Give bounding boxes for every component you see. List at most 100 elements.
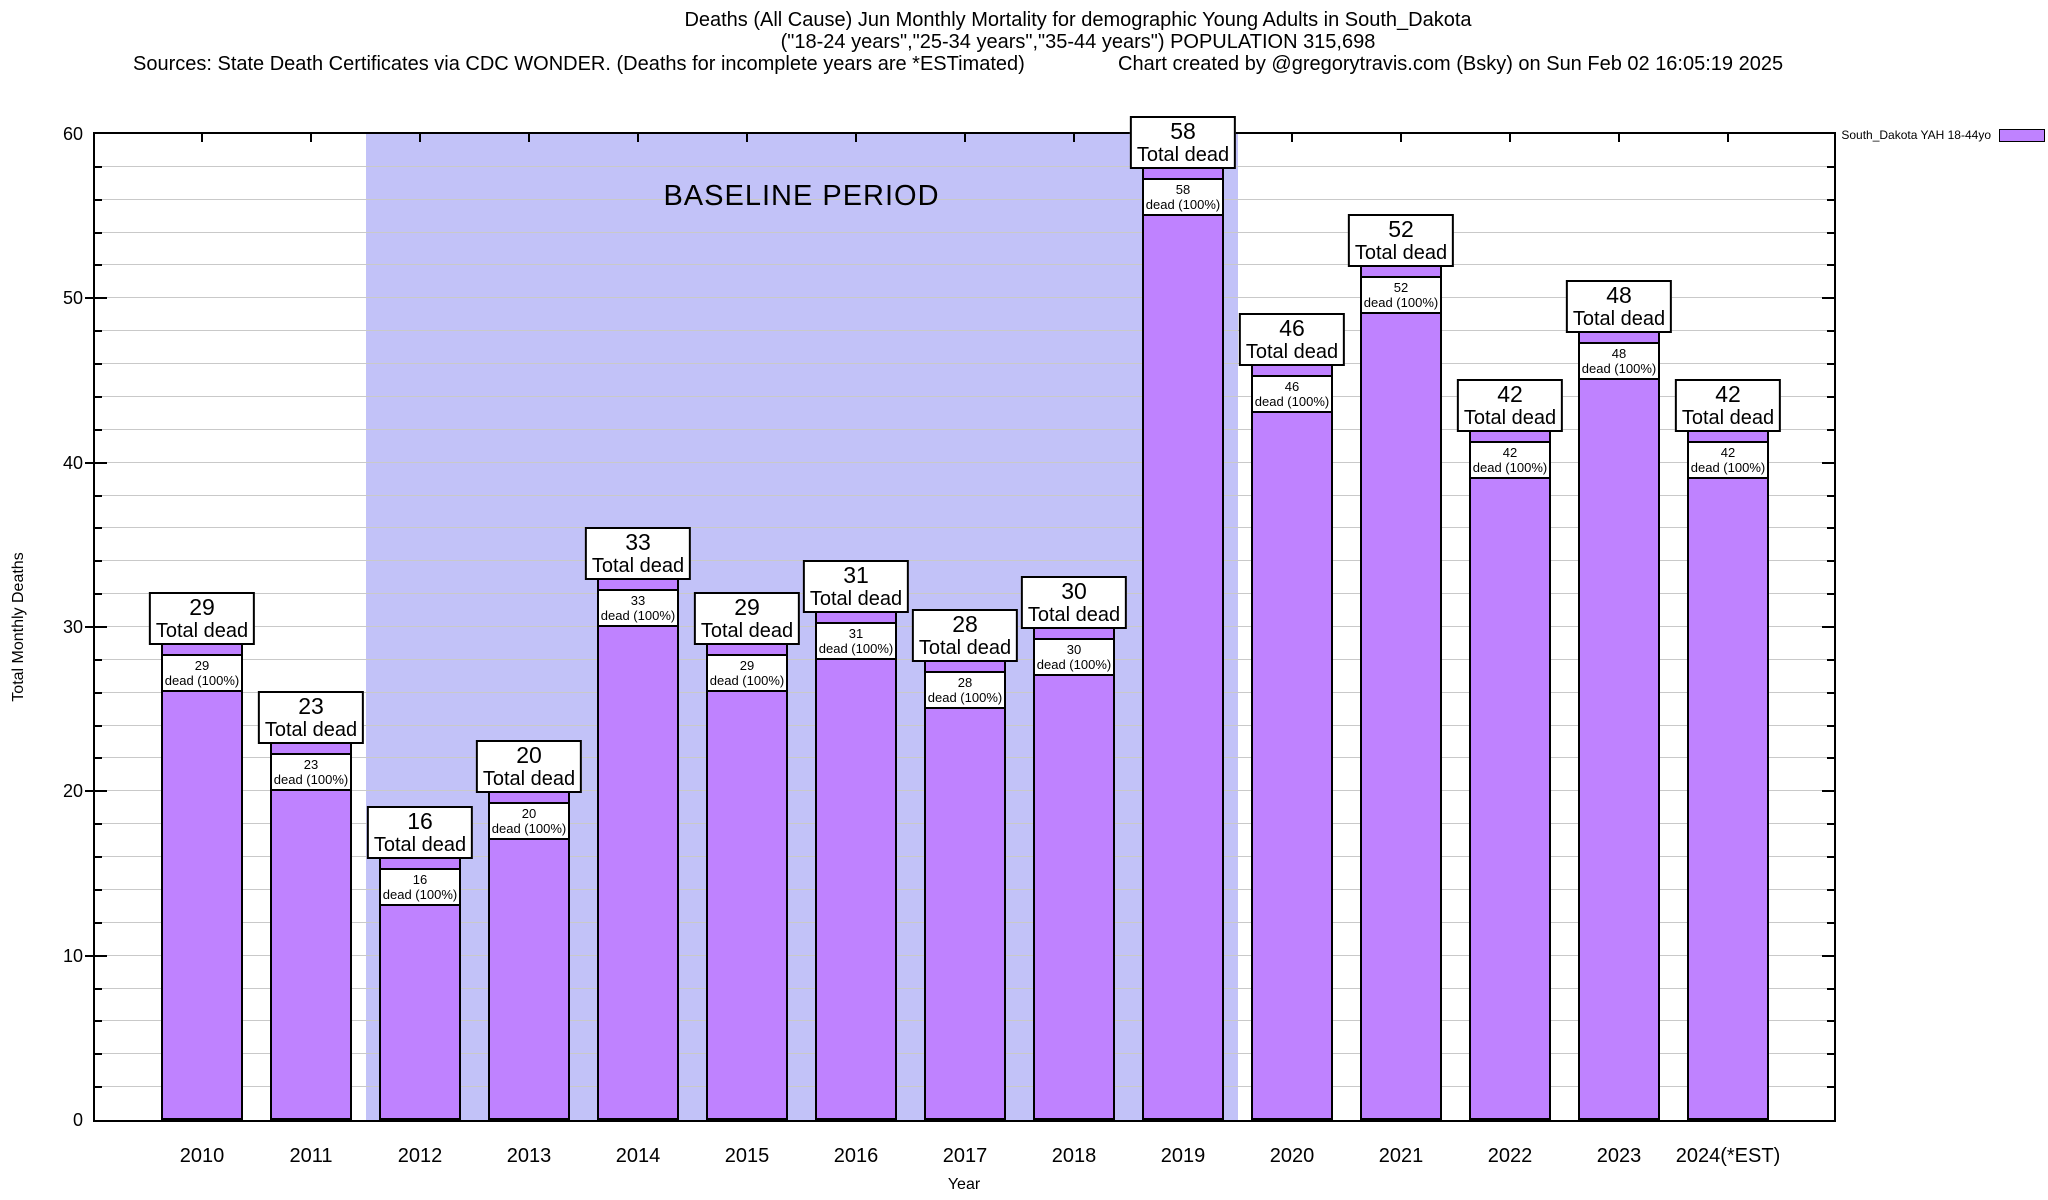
y-axis-tick	[95, 198, 102, 201]
y-axis-tick-label: 10	[62, 945, 83, 966]
y-axis-tick	[1822, 626, 1834, 628]
bar-total-text: Total dead	[1245, 341, 1339, 364]
legend: South_Dakota YAH 18-44yo	[1841, 128, 2045, 142]
bar-inner-label: 46 dead (100%)	[1251, 375, 1333, 414]
y-axis-tick	[1822, 461, 1834, 464]
bar-total-value: 58	[1170, 117, 1196, 144]
gridline	[95, 165, 1834, 167]
bar-total-label: 42 Total dead	[1456, 378, 1564, 432]
y-axis-tick	[95, 823, 102, 826]
bar-inner-label: 29 dead (100%)	[706, 654, 788, 693]
bar-total-text: Total dead	[155, 620, 249, 643]
y-axis-tick	[95, 330, 102, 333]
bar-total-text: Total dead	[918, 636, 1012, 659]
x-axis-tick-label: 2024(*EST)	[1675, 1145, 1781, 1167]
bar-2013: 20 Total dead 20 dead (100%)	[475, 740, 583, 1120]
bar-inner-text: dead (100%)	[1581, 361, 1657, 377]
bar-inner-text: dead (100%)	[1036, 657, 1112, 672]
x-axis-tick-label: 2019	[1160, 1145, 1206, 1167]
bar-total-label: 29 Total dead	[148, 592, 256, 646]
gridline	[95, 560, 1834, 562]
x-axis-tick	[1073, 134, 1075, 142]
y-axis-tick	[95, 724, 102, 727]
y-axis-tick	[95, 264, 102, 267]
bar-total-value: 28	[952, 610, 978, 637]
bar-total-text: Total dead	[591, 554, 685, 577]
y-axis-tick	[1822, 954, 1834, 957]
bar-total-value: 31	[843, 561, 869, 588]
y-axis-tick	[1827, 888, 1834, 891]
bar-inner-label: 52 dead (100%)	[1360, 276, 1442, 315]
y-axis-tick	[1827, 1020, 1834, 1023]
y-axis-tick	[95, 921, 102, 924]
x-axis-tick	[1400, 134, 1402, 142]
bar-total-label: 58 Total dead	[1129, 115, 1237, 169]
y-axis-tick	[95, 856, 102, 859]
bar-inner-text: dead (100%)	[927, 689, 1003, 705]
bar-inner-label: 29 dead (100%)	[161, 654, 243, 693]
bar-2017: 28 Total dead 28 dead (100%)	[911, 608, 1019, 1120]
bar-2024(*EST): 42 Total dead 42 dead (100%)	[1674, 378, 1782, 1120]
x-axis-tick-label: 2013	[506, 1145, 552, 1167]
gridline	[95, 593, 1834, 595]
bar-total-value: 42	[1497, 380, 1523, 407]
y-axis-tick	[95, 1086, 102, 1089]
bar-inner-value: 48	[1611, 346, 1627, 362]
bar-inner-text: dead (100%)	[1690, 459, 1766, 475]
baseline-period-label: BASELINE PERIOD	[663, 180, 940, 212]
y-axis-tick	[1827, 593, 1834, 596]
y-axis-tick	[95, 888, 102, 891]
y-axis-tick	[1827, 264, 1834, 267]
x-axis-tick	[201, 134, 203, 142]
y-axis-tick	[95, 428, 102, 431]
y-axis-tick-outer	[85, 461, 93, 464]
bar-2016: 31 Total dead 31 dead (100%)	[802, 559, 910, 1120]
bar-inner-text: dead (100%)	[600, 607, 676, 623]
bar-2018: 30 Total dead 30 dead (100%)	[1020, 576, 1128, 1120]
y-axis-tick	[95, 757, 102, 760]
bar-inner-label: 20 dead (100%)	[488, 802, 570, 841]
y-axis-tick-label: 60	[62, 124, 83, 144]
y-axis-tick	[1827, 198, 1834, 201]
y-axis-tick-label: 30	[62, 617, 83, 637]
bar-total-text: Total dead	[1463, 406, 1557, 429]
bar-inner-text: dead (100%)	[818, 640, 894, 656]
bar-total-value: 48	[1606, 282, 1632, 309]
bar-total-text: Total dead	[1027, 604, 1121, 626]
x-axis-tick	[855, 134, 857, 142]
bar-2021: 52 Total dead 52 dead (100%)	[1347, 214, 1455, 1120]
bar-total-value: 29	[189, 594, 215, 621]
x-axis-tick-label: 2023	[1596, 1145, 1642, 1167]
y-axis-tick	[95, 658, 102, 661]
bar-inner-text: dead (100%)	[1363, 295, 1439, 311]
bar-2011: 23 Total dead 23 dead (100%)	[257, 691, 365, 1120]
y-axis-tick	[95, 790, 107, 793]
gridline	[95, 363, 1834, 365]
y-axis-tick	[1827, 724, 1834, 727]
bar-inner-label: 42 dead (100%)	[1687, 440, 1769, 479]
y-axis-tick	[1827, 1053, 1834, 1056]
y-axis-tick-label: 0	[72, 1110, 83, 1130]
gridline	[95, 494, 1834, 496]
y-axis-tick	[1827, 987, 1834, 990]
y-axis-tick-label: 50	[62, 288, 83, 309]
bar-inner-text: dead (100%)	[1145, 196, 1221, 212]
bar-total-value: 20	[516, 742, 542, 769]
x-axis-tick	[964, 134, 966, 142]
y-axis-tick	[1827, 560, 1834, 563]
bar-inner-text: dead (100%)	[1472, 459, 1548, 475]
y-axis-tick	[1827, 823, 1834, 826]
bar-inner-label: 33 dead (100%)	[597, 588, 679, 627]
x-axis-tick-label: 2022	[1487, 1145, 1533, 1167]
y-axis-tick	[95, 395, 102, 398]
bar-inner-value: 20	[521, 806, 537, 822]
y-axis-tick	[95, 954, 107, 957]
y-axis-tick	[1827, 330, 1834, 333]
y-axis-tick	[1827, 691, 1834, 694]
bar-total-text: Total dead	[373, 834, 467, 857]
x-axis-tick	[746, 134, 748, 142]
bar-inner-value: 42	[1502, 444, 1518, 460]
bar-2019: 58 Total dead 58 dead (100%)	[1129, 115, 1237, 1120]
y-axis-tick	[1822, 297, 1834, 300]
bar-2010: 29 Total dead 29 dead (100%)	[148, 592, 256, 1120]
